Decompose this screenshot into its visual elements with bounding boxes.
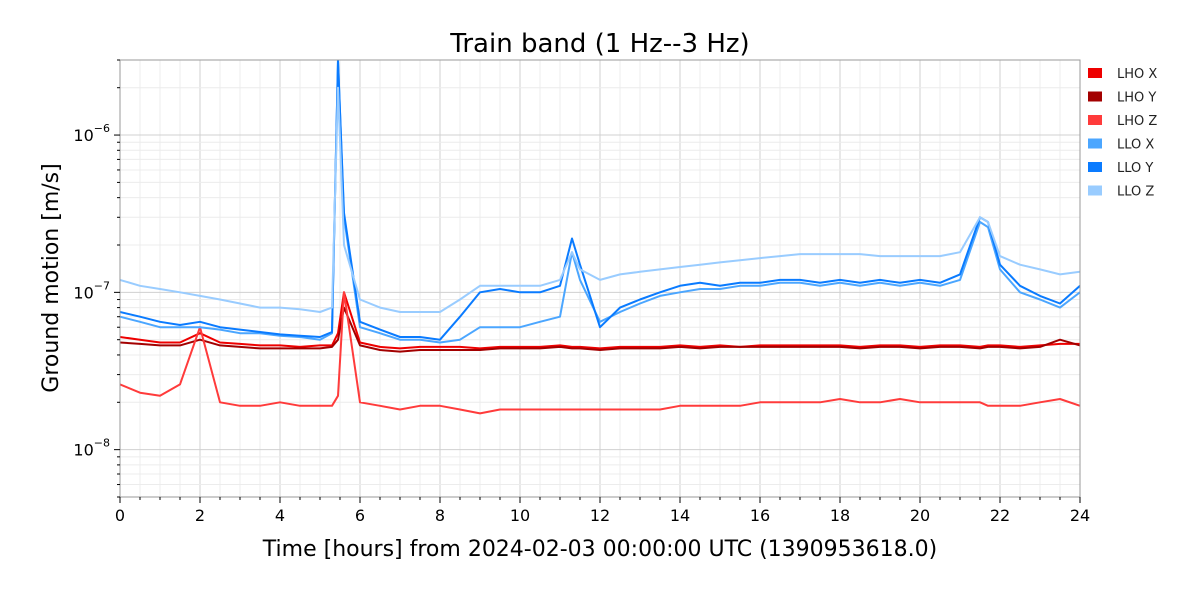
series-line-llo-x xyxy=(120,60,1080,344)
x-tick-label: 24 xyxy=(1070,506,1090,525)
y-tick-label: 10−7 xyxy=(73,279,110,302)
x-tick-label: 14 xyxy=(670,506,690,525)
series-line-lho-z xyxy=(120,291,1080,415)
x-tick-label: 20 xyxy=(910,506,930,525)
x-tick-label: 8 xyxy=(435,506,445,525)
x-tick-label: 2 xyxy=(195,506,205,525)
series-layer xyxy=(120,60,1080,415)
legend-label: LLO Y xyxy=(1117,161,1153,176)
x-tick-label: 4 xyxy=(275,506,285,525)
legend-label: LLO X xyxy=(1117,138,1154,153)
series-line-llo-y xyxy=(120,60,1080,341)
legend-swatch xyxy=(1088,115,1102,125)
chart-title: Train band (1 Hz--3 Hz) xyxy=(449,29,749,59)
legend-swatch xyxy=(1088,162,1102,172)
legend-swatch xyxy=(1088,91,1102,102)
legend-label: LLO Z xyxy=(1117,185,1154,200)
x-tick-label: 22 xyxy=(990,506,1010,525)
series-line-llo-z xyxy=(120,86,1080,313)
x-tick-label: 12 xyxy=(590,506,610,525)
y-axis-label: Ground motion [m/s] xyxy=(39,163,64,392)
x-axis-label: Time [hours] from 2024-02-03 00:00:00 UT… xyxy=(262,537,937,562)
legend-label: LHO Z xyxy=(1117,114,1157,129)
series-line-lho-y xyxy=(120,306,1080,353)
x-tick-label: 6 xyxy=(355,506,365,525)
legend-swatch xyxy=(1088,138,1102,149)
x-axis-ticks: 0 2 4 6 8 10 12 14 16 18 20 22 24 xyxy=(115,497,1090,525)
grid xyxy=(119,59,1081,498)
legend: LHO X LHO Y LHO Z LLO X LLO Y LLO Z xyxy=(1088,67,1157,200)
x-tick-label: 18 xyxy=(830,506,850,525)
legend-label: LHO X xyxy=(1117,67,1157,82)
series-line-lho-x xyxy=(120,291,1080,350)
legend-swatch xyxy=(1088,185,1102,196)
y-tick-label: 10−8 xyxy=(73,437,110,460)
x-tick-label: 10 xyxy=(510,506,530,525)
x-tick-label: 0 xyxy=(115,506,125,525)
y-tick-label: 10−6 xyxy=(73,122,110,145)
y-axis-ticks: 10−8 10−7 10−6 xyxy=(73,59,120,498)
legend-swatch xyxy=(1088,68,1102,78)
legend-label: LHO Y xyxy=(1117,91,1156,106)
x-tick-label: 16 xyxy=(750,506,770,525)
